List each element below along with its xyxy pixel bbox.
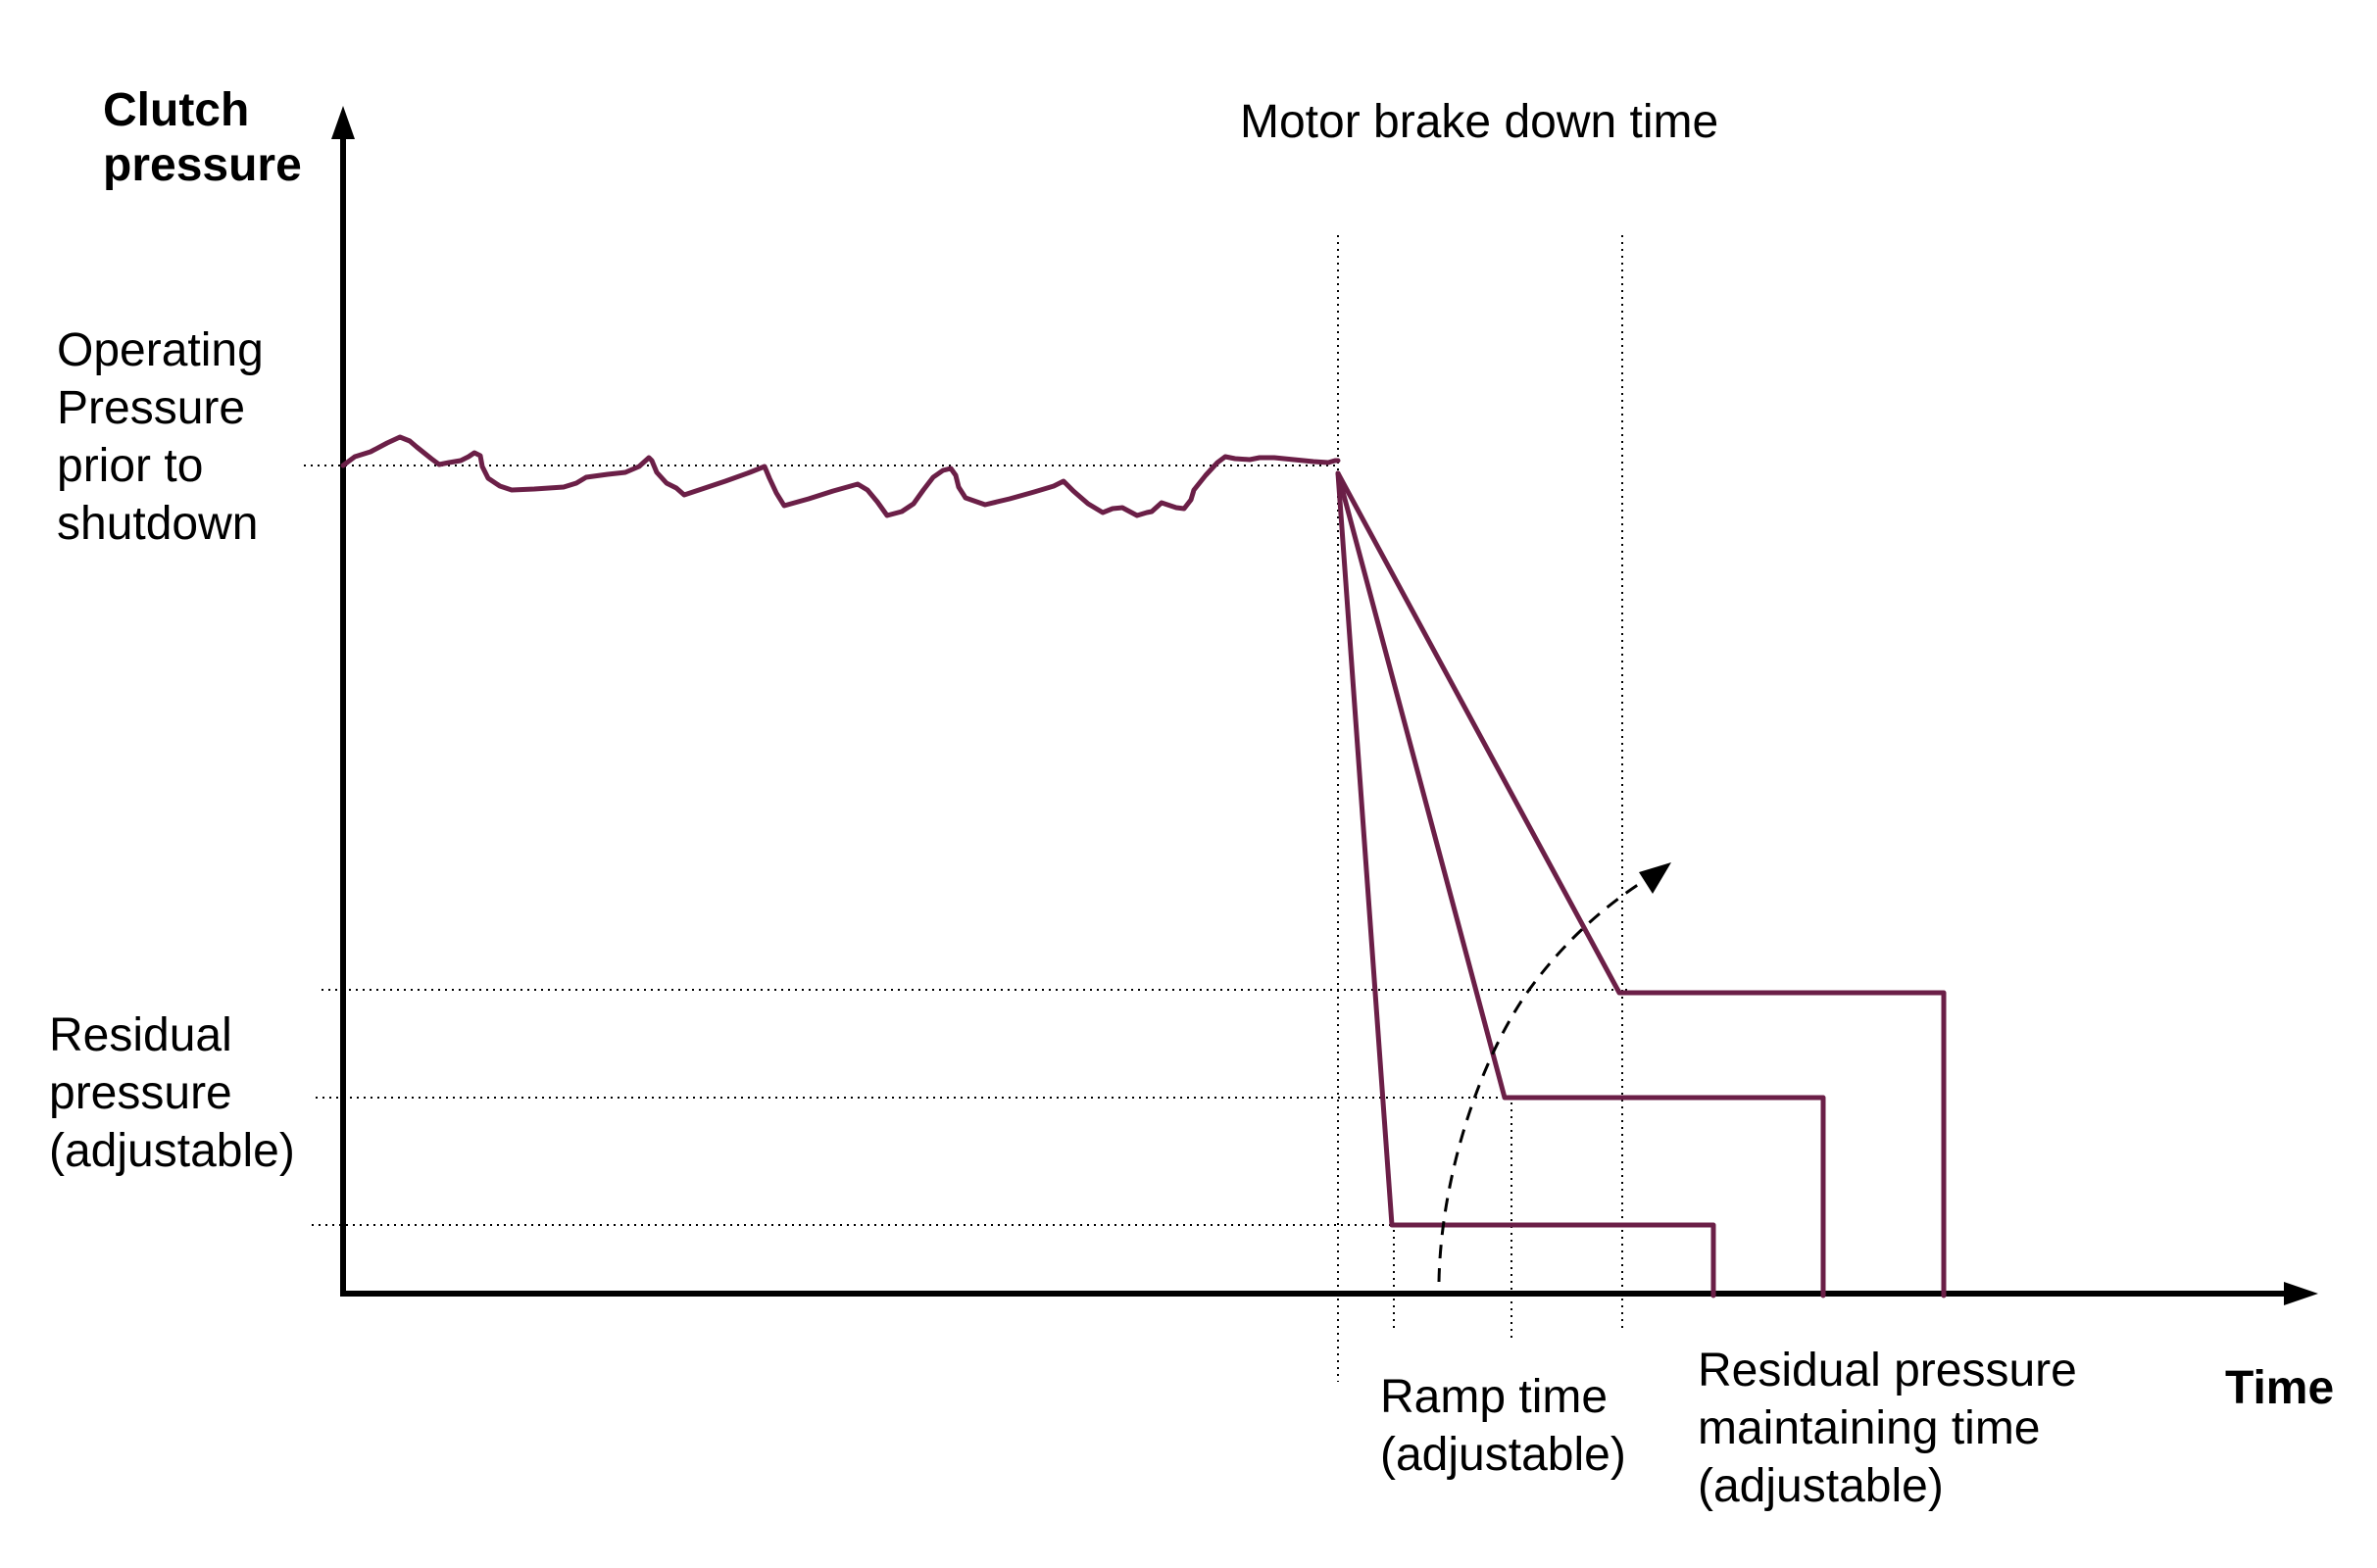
ramp-time-label-line-2: (adjustable) xyxy=(1380,1429,1626,1481)
ramp-curve-medium xyxy=(1335,470,1826,1298)
x-axis-arrow-icon xyxy=(2284,1282,2318,1305)
residual-pressure-label-line-3: (adjustable) xyxy=(49,1125,295,1177)
x-axis-label: Time xyxy=(2225,1362,2334,1414)
operating-pressure-label: Operating Pressure prior to shutdown xyxy=(57,324,276,550)
operating-pressure-label-line-2: Pressure xyxy=(57,382,245,434)
operating-pressure-label-line-1: Operating xyxy=(57,324,264,376)
ramp-time-label: Ramp time (adjustable) xyxy=(1380,1371,1626,1481)
ramp-time-label-line-1: Ramp time xyxy=(1380,1371,1608,1423)
adjustment-arrow-icon xyxy=(1437,872,1656,1283)
residual-pressure-label: Residual pressure (adjustable) xyxy=(49,1009,295,1177)
residual-time-label-line-2: maintaining time xyxy=(1698,1402,2041,1454)
residual-pressure-label-line-2: pressure xyxy=(49,1067,232,1119)
operating-pressure-label-line-3: prior to xyxy=(57,440,203,492)
ramp-curve-fast xyxy=(1335,470,1716,1298)
residual-time-label: Residual pressure maintaining time (adju… xyxy=(1698,1345,2090,1512)
y-axis-label: Clutch pressure xyxy=(103,84,302,191)
y-axis-arrow-icon xyxy=(331,106,355,139)
y-axis-label-line-2: pressure xyxy=(103,139,302,191)
residual-pressure-label-line-1: Residual xyxy=(49,1009,232,1061)
residual-time-label-line-3: (adjustable) xyxy=(1698,1460,1944,1512)
diagram-title: Motor brake down time xyxy=(1240,96,1718,148)
operating-pressure-curve xyxy=(340,434,1341,518)
adjustment-arrowhead-icon xyxy=(1639,862,1671,894)
y-axis-label-line-1: Clutch xyxy=(103,84,249,136)
residual-time-label-line-1: Residual pressure xyxy=(1698,1345,2077,1396)
operating-pressure-label-line-4: shutdown xyxy=(57,498,258,550)
ramp-curve-slow xyxy=(1335,470,1947,1298)
